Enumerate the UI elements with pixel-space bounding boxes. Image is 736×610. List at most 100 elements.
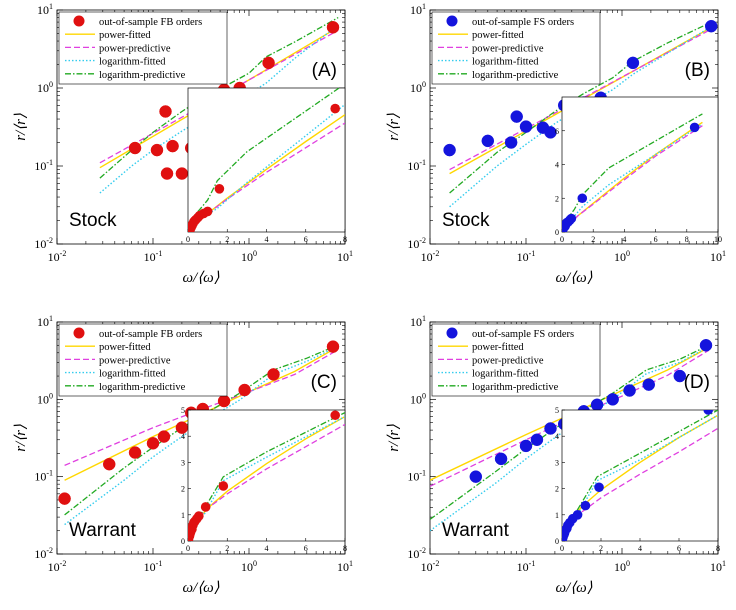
inset-plot: 0 2 4 6 8 0 1 2 3 4 5 (181, 406, 347, 553)
market-label: Warrant (442, 520, 510, 541)
x-tick-label: 101 (337, 559, 353, 574)
inset-data-point (193, 511, 204, 521)
data-point (642, 378, 656, 391)
data-point (150, 143, 164, 157)
legend-label: logarithm-fitted (472, 369, 539, 380)
inset-data-point (330, 103, 340, 114)
y-tick-label: 10-2 (34, 546, 53, 561)
inset-x-tick-label: 0 (560, 235, 564, 244)
data-point (544, 422, 557, 435)
inset-x-tick-label: 10 (714, 235, 722, 244)
legend-label: power-predictive (472, 43, 544, 54)
legend-label: logarithm-predictive (99, 382, 186, 393)
inset-y-tick-label: 3 (555, 458, 559, 467)
inset-data-point (689, 122, 700, 133)
legend-label: power-predictive (99, 43, 171, 54)
inset-x-tick-label: 6 (677, 544, 681, 553)
inset-x-tick-label: 8 (685, 235, 689, 244)
data-point (544, 126, 557, 139)
y-axis-label: r/⟨r⟩ (386, 424, 402, 452)
x-tick-label: 101 (710, 249, 726, 264)
legend-label: power-fitted (99, 342, 151, 353)
data-point (326, 21, 340, 34)
legend-label: power-fitted (99, 30, 151, 41)
inset-x-tick-label: 8 (716, 544, 720, 553)
chart-panel-d: 10-2 10-1 100 10110-210-1100101ω/⟨ω⟩r/⟨r⟩ou… (386, 314, 726, 596)
legend-label: power-predictive (99, 355, 171, 366)
legend-label: logarithm-predictive (472, 70, 559, 81)
panel-label: (C) (311, 372, 337, 393)
inset-y-tick-label: 5 (181, 406, 185, 415)
legend-marker (446, 15, 458, 27)
y-tick-label: 100 (410, 391, 426, 406)
legend-label: logarithm-fitted (472, 57, 539, 68)
x-tick-label: 10-1 (517, 249, 536, 264)
x-tick-label: 101 (710, 559, 726, 574)
inset-x-tick-label: 4 (638, 544, 642, 553)
inset-data-point (594, 482, 604, 493)
inset-y-tick-label: 4 (181, 432, 185, 441)
inset-y-tick-label: 0 (181, 537, 185, 546)
inset-data-point (577, 193, 588, 204)
inset-data-point (566, 213, 577, 224)
inset-line-logarithm-fitted (188, 415, 345, 541)
y-tick-label: 100 (37, 80, 53, 95)
data-point (481, 134, 495, 148)
chart-panel-c: 10-2 10-1 100 10110-210-1100101ω/⟨ω⟩r/⟨r⟩ou… (13, 314, 353, 596)
market-label: Stock (69, 210, 117, 231)
inset-plot: 0 2 4 6 8 0 1 2 3 4 5 (555, 406, 720, 553)
data-point (510, 110, 523, 123)
data-point (623, 384, 636, 397)
legend-label: out-of-sample FB orders (99, 329, 202, 340)
legend-marker (73, 327, 85, 339)
legend-label: power-fitted (472, 342, 524, 353)
inset-data-point (330, 410, 340, 421)
series-line-logarithm-fitted (430, 346, 710, 532)
inset-y-tick-label: 1 (181, 511, 185, 520)
panel-label: (B) (685, 60, 710, 81)
panel-label: (A) (312, 60, 337, 81)
inset-x-tick-label: 2 (225, 235, 229, 244)
y-tick-label: 101 (37, 314, 53, 329)
x-tick-label: 10-2 (48, 559, 67, 574)
inset-x-tick-label: 8 (343, 235, 347, 244)
inset-y-tick-label: 2 (555, 485, 559, 494)
inset-layer (188, 410, 345, 541)
inset-data-point (218, 481, 229, 491)
y-axis-label: r/⟨r⟩ (13, 424, 29, 452)
data-point (626, 56, 640, 70)
data-point (530, 433, 544, 447)
inset-x-tick-label: 4 (622, 235, 626, 244)
y-tick-label: 10-2 (407, 236, 426, 251)
data-point (262, 56, 275, 70)
x-tick-label: 101 (337, 249, 353, 264)
inset-layer (188, 88, 345, 232)
data-point (519, 120, 533, 133)
inset-data-point (572, 510, 583, 520)
legend: out-of-sample FB orders power-fitted power… (58, 323, 228, 397)
inset-y-tick-label: 4 (555, 161, 559, 170)
data-point (146, 437, 160, 450)
inset-data-point (202, 206, 213, 217)
inset-data-point (200, 502, 211, 512)
inset-area (561, 409, 719, 542)
inset-plot: 0 2 4 6 8 (186, 87, 347, 244)
legend-box (58, 11, 228, 85)
chart-panel-a: 10-2 10-1 100 101 10-2 10-1 100 101 ω/⟨ω⟩ r/⟨r⟩ ou… (13, 2, 353, 286)
x-tick-label: 10-2 (48, 249, 67, 264)
series-line-logarithm-predictive (64, 345, 336, 516)
inset-y-tick-label: 6 (555, 127, 559, 136)
legend-marker (73, 15, 85, 27)
legend: out-of-sample FB orders power-fitted power… (58, 11, 228, 85)
inset-y-tick-label: 0 (555, 537, 559, 546)
data-point (704, 19, 718, 33)
inset-y-tick-label: 5 (555, 406, 559, 415)
inset-area (561, 96, 719, 233)
inset-x-tick-label: 4 (265, 235, 269, 244)
data-point (699, 339, 713, 352)
inset-line-power-predictive (562, 427, 718, 541)
data-point (217, 394, 231, 408)
inset-data-point (214, 184, 225, 194)
